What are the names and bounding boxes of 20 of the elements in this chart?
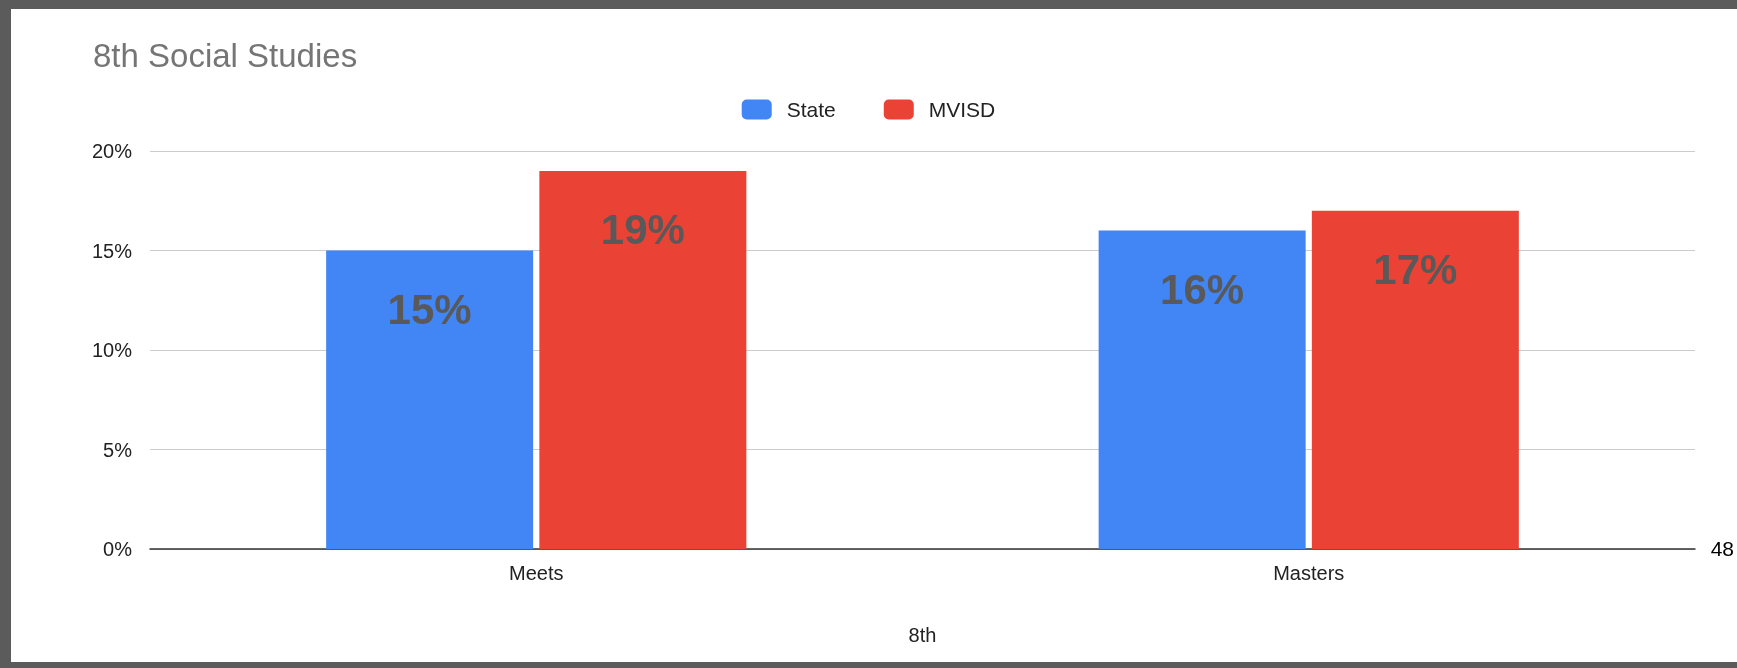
bar <box>326 250 534 549</box>
legend-label: State <box>786 98 836 121</box>
y-tick-label: 20% <box>91 140 133 162</box>
data-label: 16% <box>1160 266 1245 314</box>
data-label: 17% <box>1373 246 1458 294</box>
bar <box>539 170 747 549</box>
data-label: 15% <box>387 286 472 333</box>
data-label: 19% <box>600 206 685 254</box>
text: 48 <box>1710 537 1734 560</box>
y-tick-label: 0% <box>103 538 133 560</box>
x-axis-title: 8th <box>908 624 937 646</box>
x-tick-label: Meets <box>509 562 564 584</box>
x-tick-label: Masters <box>1273 562 1345 584</box>
y-tick-label: 10% <box>91 339 133 361</box>
legend-label: MVISD <box>928 98 996 121</box>
chart-title: 8th Social Studies <box>93 37 358 74</box>
y-tick-label: 5% <box>103 438 133 461</box>
bar <box>1311 210 1519 549</box>
bar <box>1098 230 1306 549</box>
y-tick-label: 15% <box>91 239 133 262</box>
